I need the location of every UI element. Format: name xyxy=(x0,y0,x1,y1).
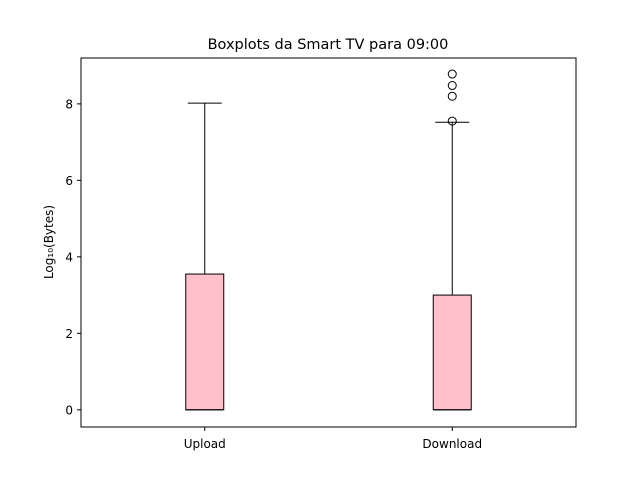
axes-frame xyxy=(80,57,577,428)
x-tick-label: Download xyxy=(422,437,482,451)
y-axis-label: Log₁₀(Bytes) xyxy=(42,205,56,279)
outlier-point xyxy=(447,91,457,101)
y-tick-label: 4 xyxy=(65,250,73,264)
x-tick-label: Upload xyxy=(184,437,226,451)
outlier-point xyxy=(447,116,457,126)
chart-title: Boxplots da Smart TV para 09:00 xyxy=(208,37,449,53)
y-tick-label: 2 xyxy=(65,327,73,341)
plot-area: 0 2 4 6 8 Upload Download xyxy=(65,69,482,451)
outlier-point xyxy=(447,81,457,91)
box-upload xyxy=(185,273,225,411)
outlier-point xyxy=(447,69,457,79)
y-tick-label: 8 xyxy=(65,97,73,111)
y-tick-label: 6 xyxy=(65,174,73,188)
box-download xyxy=(432,294,472,411)
y-tick-label: 0 xyxy=(65,403,73,417)
